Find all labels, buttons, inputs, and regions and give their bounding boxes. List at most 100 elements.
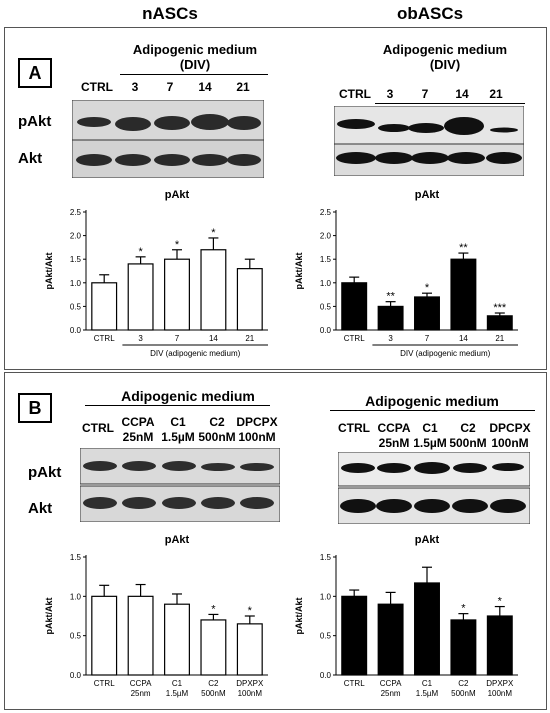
c2-x-tick-label-4: DPXPX — [236, 679, 264, 688]
b-right-lane-c2-dose: 500nM — [449, 436, 487, 450]
c1-y-tick-label-4: 2.0 — [320, 232, 332, 241]
c2-significance-3: * — [211, 603, 216, 615]
c1-y-tick-label-2: 1.0 — [320, 279, 332, 288]
panel-a — [4, 27, 547, 370]
a-left-lane-14: 14 — [198, 80, 212, 94]
c2-y-tick-label-1: 0.5 — [70, 632, 82, 641]
c0-bar-4 — [236, 268, 263, 331]
b-left-lane-c2: C2 — [209, 415, 225, 429]
b-right-lane-c1: C1 — [422, 421, 438, 435]
c0-x-tick-label-0: CTRL — [94, 334, 115, 343]
a-left-lane-21: 21 — [236, 80, 250, 94]
a-right-lane-ctrl: CTRL — [339, 87, 371, 101]
a-left-lane-3: 3 — [131, 80, 139, 94]
a-left-row-akt: Akt — [18, 150, 43, 167]
b-right-medium-label: Adipogenic medium — [365, 393, 499, 409]
a-right-medium-div: (DIV) — [429, 57, 461, 72]
c0-bar-3 — [200, 249, 227, 331]
c2-x-tick-sublabel-3: 500nM — [201, 689, 226, 698]
c2-x-tick-label-2: C1 — [172, 679, 183, 688]
c2-bar-1 — [127, 595, 154, 676]
c1-bar-2 — [414, 296, 440, 331]
a-left-lane-ctrl: CTRL — [81, 80, 113, 94]
a-left-akt-bands — [76, 154, 261, 166]
c0-y-tick-label-0: 0.0 — [70, 326, 82, 335]
c3-x-tick-label-1: CCPA — [380, 679, 402, 688]
c0-y-axis-label: pAkt/Akt — [44, 252, 54, 289]
c1-significance-1: ** — [386, 291, 395, 303]
c0-x-tick-label-1: 3 — [138, 334, 143, 343]
b-right-lane-c2: C2 — [460, 421, 476, 435]
a-right-pakt-bands — [337, 117, 518, 135]
b-right-western-blot — [338, 452, 530, 524]
c0-y-tick-label-2: 1.0 — [70, 279, 82, 288]
c1-x-tick-label-1: 3 — [388, 334, 393, 343]
c2-title: pAkt — [165, 534, 190, 546]
b-left-lane-dpcpx-dose: 100nM — [238, 430, 276, 444]
c1-title: pAkt — [415, 189, 440, 201]
c2-y-tick-label-2: 1.0 — [70, 592, 82, 601]
c0-significance-3: * — [211, 227, 216, 239]
c1-y-axis-label: pAkt/Akt — [294, 252, 304, 289]
b-right-pakt-bands — [341, 462, 524, 474]
c0-x-tick-label-4: 21 — [245, 334, 254, 343]
c2-x-tick-sublabel-1: 25nm — [131, 689, 151, 698]
a-right-medium-underline — [375, 103, 525, 104]
c3-x-tick-sublabel-2: 1.5µM — [416, 689, 439, 698]
b-left-lane-dpcpx: DPCPX — [236, 415, 278, 429]
c0-y-tick-label-3: 1.5 — [70, 255, 82, 264]
c3-x-tick-label-3: C2 — [458, 679, 469, 688]
c3-y-tick-label-1: 0.5 — [320, 632, 332, 641]
b-left-pakt-bands — [83, 461, 274, 471]
c0-y-tick-label-1: 0.5 — [70, 302, 82, 311]
c3-bar-1 — [377, 603, 404, 676]
b-left-lane-ccpa: CCPA — [121, 415, 155, 429]
c0-x-tick-label-3: 14 — [209, 334, 218, 343]
c2-bar-0 — [91, 595, 118, 676]
b-left-row-akt: Akt — [28, 500, 53, 517]
c3-y-tick-label-2: 1.0 — [320, 592, 332, 601]
c3-x-tick-sublabel-4: 100nM — [488, 689, 513, 698]
c1-bar-4 — [486, 315, 513, 331]
c3-x-tick-label-4: DPXPX — [486, 679, 514, 688]
c3-x-tick-label-2: C1 — [422, 679, 433, 688]
c1-x-tick-label-3: 14 — [459, 334, 468, 343]
b-right-lane-ctrl: CTRL — [338, 421, 370, 435]
b-left-lane-ctrl: CTRL — [82, 421, 114, 435]
panel-b-letter: B — [18, 393, 52, 423]
panel-b — [4, 372, 547, 710]
c2-x-tick-label-1: CCPA — [130, 679, 152, 688]
c3-y-tick-label-3: 1.5 — [320, 553, 332, 562]
c3-y-axis-label: pAkt/Akt — [294, 597, 304, 634]
b-right-medium-underline — [330, 410, 535, 411]
a-right-western-blot — [334, 106, 524, 176]
c0-bar-0 — [91, 282, 118, 331]
b-left-lane-c1: C1 — [170, 415, 186, 429]
a-right-lane-3: 3 — [386, 87, 394, 101]
b-left-medium-label: Adipogenic medium — [121, 388, 255, 404]
a-left-row-pakt: pAkt — [18, 113, 52, 130]
c2-bar-3 — [200, 619, 227, 676]
c1-y-tick-label-3: 1.5 — [320, 255, 332, 264]
c3-x-tick-sublabel-1: 25nm — [381, 689, 401, 698]
c1-x-tick-label-4: 21 — [495, 334, 504, 343]
c0-x-axis-label: DIV (adipogenic medium) — [150, 349, 241, 358]
c2-bar-2 — [164, 603, 190, 676]
c2-significance-4: * — [248, 605, 253, 617]
c3-bar-4 — [486, 615, 513, 676]
c1-significance-3: ** — [459, 242, 468, 254]
b-right-lane-c1-dose: 1.5µM — [413, 436, 447, 450]
c0-bar-2 — [164, 258, 190, 331]
b-right-akt-bands — [340, 499, 526, 513]
c3-bar-2 — [414, 582, 440, 676]
a-left-western-blot — [72, 100, 264, 178]
a-left-medium-label: Adipogenic medium — [132, 42, 258, 57]
c2-x-tick-sublabel-2: 1.5µM — [166, 689, 189, 698]
obascs-title: obASCs — [396, 4, 464, 23]
b-left-akt-bands — [83, 497, 274, 509]
c2-bar-4 — [236, 623, 263, 676]
b-right-lane-ccpa-dose: 25nM — [378, 436, 410, 450]
a-left-lane-7: 7 — [166, 80, 174, 94]
panel-a-letter: A — [18, 58, 52, 88]
